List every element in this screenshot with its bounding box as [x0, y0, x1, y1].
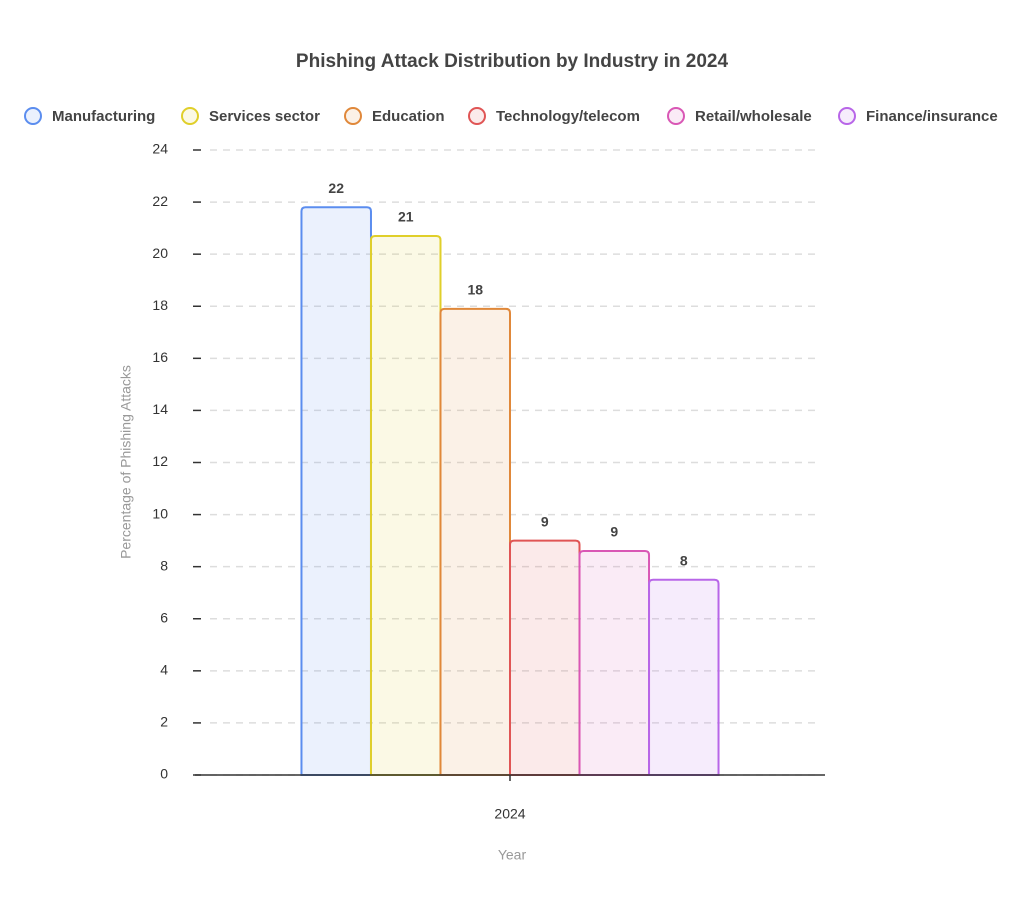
- legend-label: Education: [372, 108, 445, 125]
- legend-label: Retail/wholesale: [695, 108, 812, 125]
- bar: [578, 550, 651, 776]
- x-axis-title: Year: [498, 847, 527, 863]
- value-label: 22: [328, 180, 344, 196]
- y-tick-label: 8: [160, 557, 168, 573]
- chart-title: Phishing Attack Distribution by Industry…: [296, 51, 729, 72]
- legend-marker: [344, 107, 362, 125]
- legend-marker: [24, 107, 42, 125]
- y-tick-label: 4: [160, 662, 168, 678]
- legend-label: Technology/telecom: [496, 108, 640, 125]
- value-label: 9: [610, 524, 618, 540]
- y-tick-label: 6: [160, 609, 168, 625]
- legend-marker: [838, 107, 856, 125]
- y-tick-label: 16: [152, 349, 168, 365]
- value-label: 9: [541, 513, 549, 529]
- y-tick-label: 14: [152, 401, 168, 417]
- y-tick-label: 18: [152, 297, 168, 313]
- legend-marker: [667, 107, 685, 125]
- bar: [439, 307, 511, 776]
- y-tick-label: 22: [152, 193, 168, 209]
- legend-label: Manufacturing: [52, 108, 155, 125]
- bar: [300, 206, 372, 776]
- legend-label: Finance/insurance: [866, 108, 998, 125]
- bar: [648, 578, 720, 776]
- value-label: 21: [398, 209, 414, 225]
- y-axis-title: Percentage of Phishing Attacks: [118, 365, 134, 559]
- legend-label: Services sector: [209, 108, 320, 125]
- y-tick-label: 2: [160, 714, 168, 730]
- value-label: 18: [467, 282, 483, 298]
- bar: [369, 234, 442, 776]
- y-tick-label: 0: [160, 766, 168, 782]
- y-tick-label: 24: [152, 141, 168, 157]
- legend-marker: [181, 107, 199, 125]
- y-tick-label: 20: [152, 245, 168, 261]
- legend-marker: [468, 107, 486, 125]
- y-tick-label: 10: [152, 505, 168, 521]
- y-tick-label: 12: [152, 453, 168, 469]
- bar: [509, 539, 581, 776]
- x-tick-label: 2024: [494, 806, 525, 822]
- value-label: 8: [680, 552, 688, 568]
